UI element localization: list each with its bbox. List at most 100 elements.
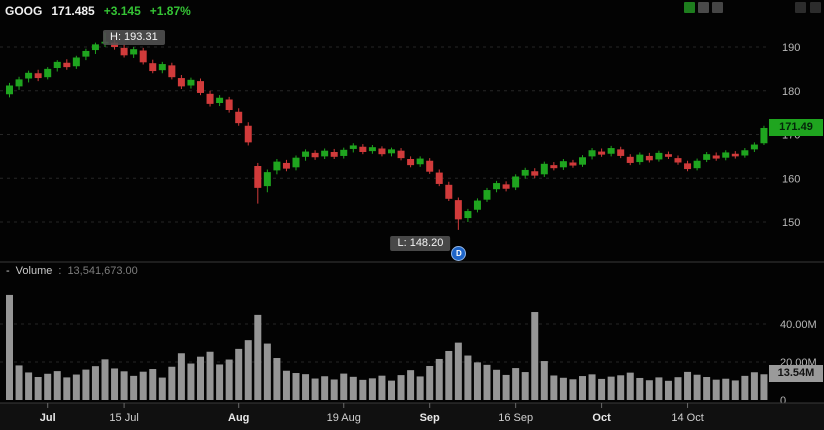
volume-bar bbox=[722, 378, 730, 400]
volume-separator: : bbox=[58, 265, 62, 277]
collapse-volume-icon[interactable]: - bbox=[6, 265, 10, 277]
candle bbox=[607, 148, 615, 154]
low-label: L: 148.20 bbox=[390, 235, 451, 251]
candle bbox=[435, 172, 443, 184]
candle bbox=[282, 162, 290, 169]
candle bbox=[6, 85, 13, 95]
candle bbox=[445, 184, 453, 199]
volume-bar bbox=[607, 376, 615, 400]
volume-bar bbox=[235, 348, 243, 400]
volume-bar bbox=[569, 379, 577, 400]
volume-bar bbox=[559, 377, 567, 400]
candle bbox=[588, 150, 596, 157]
volume-bar bbox=[130, 375, 138, 400]
candle bbox=[502, 184, 510, 189]
volume-bar bbox=[664, 380, 672, 400]
volume-bar bbox=[693, 374, 701, 400]
volume-bar bbox=[445, 350, 453, 400]
drawings-icon[interactable] bbox=[712, 2, 723, 13]
volume-bar bbox=[273, 358, 281, 400]
volume-bar bbox=[416, 376, 424, 400]
candle bbox=[168, 65, 176, 78]
candle bbox=[416, 158, 424, 165]
volume-bar bbox=[435, 358, 443, 400]
pan-right-icon[interactable] bbox=[810, 2, 821, 13]
candle bbox=[426, 160, 434, 172]
candle bbox=[493, 183, 501, 190]
volume-bar bbox=[464, 355, 472, 400]
volume-bar bbox=[340, 373, 348, 400]
pan-left-icon[interactable] bbox=[795, 2, 806, 13]
volume-bar bbox=[254, 314, 262, 400]
volume-bar bbox=[407, 370, 415, 400]
candle bbox=[120, 47, 128, 56]
candle bbox=[636, 154, 644, 163]
volume-bar bbox=[741, 375, 749, 400]
candle bbox=[512, 176, 520, 188]
candle bbox=[550, 165, 558, 169]
volume-label: Volume bbox=[15, 265, 53, 277]
candle bbox=[206, 93, 214, 104]
candle bbox=[664, 154, 672, 157]
candle bbox=[216, 97, 224, 103]
candle bbox=[72, 57, 80, 67]
price-axis-label: 160 bbox=[782, 173, 800, 185]
volume-bar bbox=[397, 375, 405, 400]
volume-bar bbox=[149, 369, 157, 400]
candle bbox=[559, 161, 567, 168]
time-axis-label: Aug bbox=[228, 412, 249, 424]
volume-bar bbox=[15, 365, 23, 400]
candle bbox=[674, 158, 682, 163]
quick-trade-icon[interactable] bbox=[684, 2, 695, 13]
candle bbox=[368, 147, 376, 152]
last-price-label: 171.485 bbox=[51, 4, 95, 18]
volume-bar bbox=[531, 312, 539, 400]
time-axis-label: 14 Oct bbox=[671, 412, 703, 424]
last-price-badge: 171.49 bbox=[769, 118, 823, 136]
candle bbox=[82, 50, 90, 57]
candle bbox=[340, 149, 348, 156]
candle bbox=[187, 79, 195, 86]
volume-bar bbox=[483, 364, 491, 400]
volume-bar bbox=[378, 375, 386, 400]
candle bbox=[598, 151, 606, 155]
volume-bar bbox=[44, 373, 52, 400]
candle bbox=[359, 146, 367, 152]
time-axis-label: 16 Sep bbox=[498, 412, 533, 424]
candle bbox=[197, 81, 204, 93]
volume-bar bbox=[454, 342, 462, 400]
studies-icon[interactable] bbox=[698, 2, 709, 13]
volume-bar bbox=[645, 380, 653, 400]
volume-bar bbox=[158, 377, 166, 400]
volume-bar bbox=[750, 372, 758, 400]
volume-bar bbox=[34, 377, 42, 400]
candle bbox=[569, 162, 577, 166]
volume-bar bbox=[626, 372, 634, 400]
volume-bar bbox=[617, 375, 625, 400]
candle bbox=[388, 149, 395, 154]
volume-bar bbox=[473, 362, 481, 400]
volume-axis-label: 40.00M bbox=[780, 319, 817, 331]
candle bbox=[540, 163, 548, 175]
quote-header: GOOG 171.485 +3.145 +1.87% bbox=[5, 4, 191, 18]
candle bbox=[34, 73, 42, 79]
volume-bar bbox=[72, 374, 80, 400]
dividend-marker-icon[interactable]: D bbox=[451, 245, 467, 261]
candle bbox=[464, 211, 472, 219]
volume-bar bbox=[177, 353, 185, 400]
volume-bar bbox=[493, 369, 501, 400]
time-axis-bar bbox=[0, 403, 824, 430]
time-axis-label: Oct bbox=[592, 412, 611, 424]
candle bbox=[158, 64, 166, 71]
volume-bar bbox=[321, 376, 329, 400]
volume-bar bbox=[101, 359, 109, 400]
candle bbox=[25, 72, 33, 79]
candle bbox=[731, 153, 739, 157]
volume-bar bbox=[139, 371, 147, 400]
last-volume-badge: 13.54M bbox=[769, 365, 823, 383]
volume-bar bbox=[426, 365, 434, 400]
volume-bar bbox=[302, 374, 310, 400]
volume-bar bbox=[368, 378, 376, 400]
volume-bar bbox=[292, 373, 300, 400]
